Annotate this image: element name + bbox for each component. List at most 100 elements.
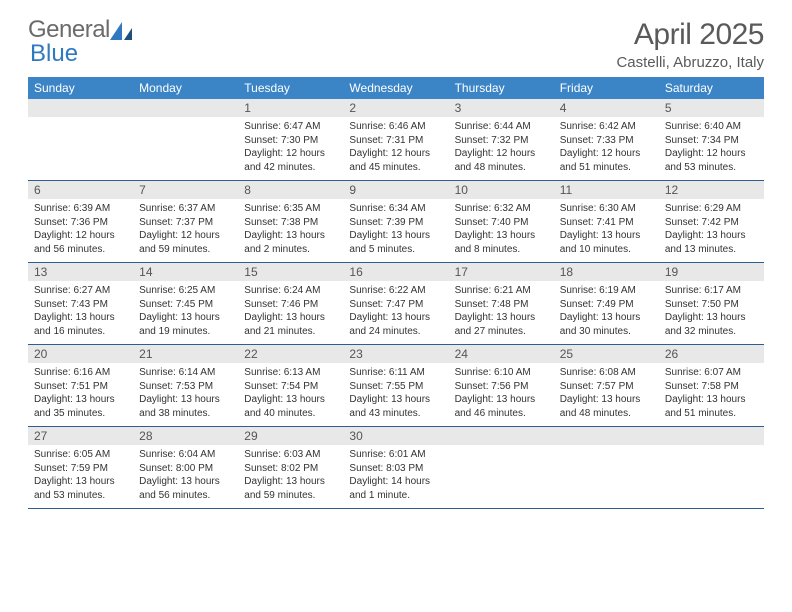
day-number: 18 [554,263,659,281]
calendar-day-cell: 3Sunrise: 6:44 AMSunset: 7:32 PMDaylight… [449,99,554,181]
calendar-day-cell: 12 Sunrise: 6:29 AMSunset: 7:42 PMDayligh… [659,181,764,263]
day-details [28,117,133,171]
calendar-day-cell: 21Sunrise: 6:14 AMSunset: 7:53 PMDayligh… [133,345,238,427]
day-details: Sunrise: 6:21 AMSunset: 7:48 PMDaylight:… [449,281,554,344]
day-number: 20 [28,345,133,363]
logo-text-blue: Blue [30,40,134,68]
sunrise-text: Sunrise: 6:40 AM [665,120,758,134]
day-details: Sunrise: 6:01 AMSunset: 8:03 PMDaylight:… [343,445,448,508]
day-details: Sunrise: 6:19 AMSunset: 7:49 PMDaylight:… [554,281,659,344]
sunrise-text: Sunrise: 6:10 AM [455,366,548,380]
day-number: 13 [28,263,133,281]
daylight-text: Daylight: 13 hours and 59 minutes. [244,475,337,502]
daylight-text: Daylight: 13 hours and 53 minutes. [34,475,127,502]
calendar-week-row: 1Sunrise: 6:47 AMSunset: 7:30 PMDaylight… [28,99,764,181]
day-number: 5 [659,99,764,117]
day-details: Sunrise: 6:11 AMSunset: 7:55 PMDaylight:… [343,363,448,426]
calendar-day-cell: 22Sunrise: 6:13 AMSunset: 7:54 PMDayligh… [238,345,343,427]
day-number: 6 [28,181,133,199]
day-number: 28 [133,427,238,445]
sunrise-text: Sunrise: 6:21 AM [455,284,548,298]
sunrise-text: Sunrise: 6:27 AM [34,284,127,298]
weekday-header: Monday [133,77,238,99]
day-details [133,117,238,171]
day-details: Sunrise: 6:30 AMSunset: 7:41 PMDaylight:… [554,199,659,262]
daylight-text: Daylight: 12 hours and 56 minutes. [34,229,127,256]
day-number: 11 [554,181,659,199]
calendar-day-cell: 29Sunrise: 6:03 AMSunset: 8:02 PMDayligh… [238,427,343,509]
title-block: April 2025 Castelli, Abruzzo, Italy [616,18,764,71]
day-details: Sunrise: 6:44 AMSunset: 7:32 PMDaylight:… [449,117,554,180]
sunrise-text: Sunrise: 6:01 AM [349,448,442,462]
sunset-text: Sunset: 7:34 PM [665,134,758,148]
day-details: Sunrise: 6:42 AMSunset: 7:33 PMDaylight:… [554,117,659,180]
sunset-text: Sunset: 7:37 PM [139,216,232,230]
sunset-text: Sunset: 7:50 PM [665,298,758,312]
daylight-text: Daylight: 13 hours and 40 minutes. [244,393,337,420]
sunrise-text: Sunrise: 6:29 AM [665,202,758,216]
daylight-text: Daylight: 13 hours and 2 minutes. [244,229,337,256]
day-details: Sunrise: 6:13 AMSunset: 7:54 PMDaylight:… [238,363,343,426]
calendar-day-cell: 18Sunrise: 6:19 AMSunset: 7:49 PMDayligh… [554,263,659,345]
calendar-day-cell: 24Sunrise: 6:10 AMSunset: 7:56 PMDayligh… [449,345,554,427]
sunrise-text: Sunrise: 6:44 AM [455,120,548,134]
day-details: Sunrise: 6:05 AMSunset: 7:59 PMDaylight:… [28,445,133,508]
sunrise-text: Sunrise: 6:42 AM [560,120,653,134]
day-details: Sunrise: 6:46 AMSunset: 7:31 PMDaylight:… [343,117,448,180]
daylight-text: Daylight: 13 hours and 48 minutes. [560,393,653,420]
calendar-day-cell: 10Sunrise: 6:32 AMSunset: 7:40 PMDayligh… [449,181,554,263]
sunrise-text: Sunrise: 6:24 AM [244,284,337,298]
sunset-text: Sunset: 7:59 PM [34,462,127,476]
weekday-header-row: Sunday Monday Tuesday Wednesday Thursday… [28,77,764,99]
sunrise-text: Sunrise: 6:07 AM [665,366,758,380]
sunrise-text: Sunrise: 6:35 AM [244,202,337,216]
sunrise-text: Sunrise: 6:25 AM [139,284,232,298]
day-details: Sunrise: 6:25 AMSunset: 7:45 PMDaylight:… [133,281,238,344]
calendar-day-cell: 4Sunrise: 6:42 AMSunset: 7:33 PMDaylight… [554,99,659,181]
daylight-text: Daylight: 13 hours and 16 minutes. [34,311,127,338]
daylight-text: Daylight: 12 hours and 51 minutes. [560,147,653,174]
calendar-day-cell: 25Sunrise: 6:08 AMSunset: 7:57 PMDayligh… [554,345,659,427]
day-number: 14 [133,263,238,281]
weekday-header: Saturday [659,77,764,99]
calendar-week-row: 20Sunrise: 6:16 AMSunset: 7:51 PMDayligh… [28,345,764,427]
sunset-text: Sunset: 7:33 PM [560,134,653,148]
logo: General Blue [28,18,134,68]
daylight-text: Daylight: 13 hours and 27 minutes. [455,311,548,338]
sunrise-text: Sunrise: 6:05 AM [34,448,127,462]
sunrise-text: Sunrise: 6:37 AM [139,202,232,216]
sunrise-text: Sunrise: 6:34 AM [349,202,442,216]
daylight-text: Daylight: 13 hours and 30 minutes. [560,311,653,338]
day-number: 12 [659,181,764,199]
calendar-day-cell: 2Sunrise: 6:46 AMSunset: 7:31 PMDaylight… [343,99,448,181]
sunset-text: Sunset: 7:57 PM [560,380,653,394]
day-details: Sunrise: 6:04 AMSunset: 8:00 PMDaylight:… [133,445,238,508]
day-details: Sunrise: 6:17 AMSunset: 7:50 PMDaylight:… [659,281,764,344]
sunrise-text: Sunrise: 6:16 AM [34,366,127,380]
day-details: Sunrise: 6:27 AMSunset: 7:43 PMDaylight:… [28,281,133,344]
daylight-text: Daylight: 13 hours and 13 minutes. [665,229,758,256]
day-number: 21 [133,345,238,363]
day-details: Sunrise: 6:03 AMSunset: 8:02 PMDaylight:… [238,445,343,508]
sunrise-text: Sunrise: 6:08 AM [560,366,653,380]
day-number [28,99,133,117]
daylight-text: Daylight: 12 hours and 42 minutes. [244,147,337,174]
calendar-day-cell: 7Sunrise: 6:37 AMSunset: 7:37 PMDaylight… [133,181,238,263]
location: Castelli, Abruzzo, Italy [616,54,764,71]
day-number: 2 [343,99,448,117]
calendar-day-cell: 6Sunrise: 6:39 AMSunset: 7:36 PMDaylight… [28,181,133,263]
sunset-text: Sunset: 7:38 PM [244,216,337,230]
day-details: Sunrise: 6:32 AMSunset: 7:40 PMDaylight:… [449,199,554,262]
day-details: Sunrise: 6:07 AMSunset: 7:58 PMDaylight:… [659,363,764,426]
day-details [449,445,554,499]
daylight-text: Daylight: 13 hours and 5 minutes. [349,229,442,256]
calendar-day-cell: 9Sunrise: 6:34 AMSunset: 7:39 PMDaylight… [343,181,448,263]
day-number [449,427,554,445]
calendar-day-cell: 13Sunrise: 6:27 AMSunset: 7:43 PMDayligh… [28,263,133,345]
weekday-header: Tuesday [238,77,343,99]
day-number: 22 [238,345,343,363]
day-number: 8 [238,181,343,199]
sunset-text: Sunset: 7:42 PM [665,216,758,230]
daylight-text: Daylight: 13 hours and 56 minutes. [139,475,232,502]
sunrise-text: Sunrise: 6:19 AM [560,284,653,298]
